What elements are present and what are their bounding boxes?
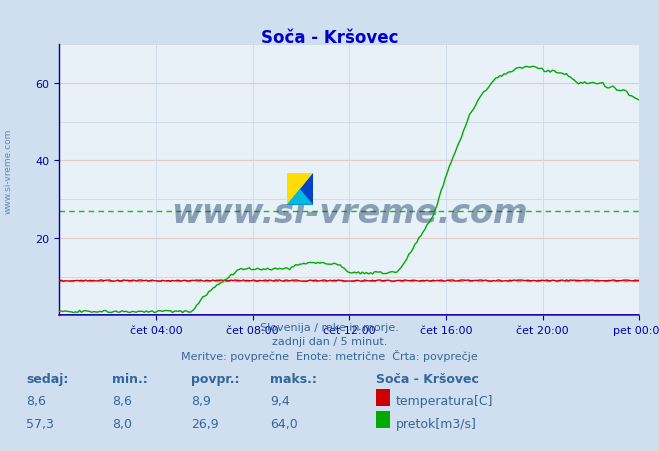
Text: 64,0: 64,0 — [270, 417, 298, 430]
Text: 57,3: 57,3 — [26, 417, 54, 430]
Text: 8,9: 8,9 — [191, 395, 211, 408]
Text: min.:: min.: — [112, 372, 148, 385]
Text: Slovenija / reke in morje.: Slovenija / reke in morje. — [260, 322, 399, 332]
Polygon shape — [287, 189, 313, 205]
Text: 8,6: 8,6 — [112, 395, 132, 408]
Text: www.si-vreme.com: www.si-vreme.com — [3, 129, 13, 214]
Text: 9,4: 9,4 — [270, 395, 290, 408]
Text: Soča - Kršovec: Soča - Kršovec — [261, 29, 398, 47]
Text: zadnji dan / 5 minut.: zadnji dan / 5 minut. — [272, 336, 387, 346]
Text: sedaj:: sedaj: — [26, 372, 69, 385]
Text: 26,9: 26,9 — [191, 417, 219, 430]
Polygon shape — [287, 174, 313, 205]
Text: Soča - Kršovec: Soča - Kršovec — [376, 372, 478, 385]
Text: povpr.:: povpr.: — [191, 372, 240, 385]
Text: temperatura[C]: temperatura[C] — [395, 395, 493, 408]
Polygon shape — [287, 174, 313, 205]
Text: maks.:: maks.: — [270, 372, 317, 385]
Text: pretok[m3/s]: pretok[m3/s] — [395, 417, 476, 430]
Text: www.si-vreme.com: www.si-vreme.com — [171, 196, 528, 230]
Text: 8,6: 8,6 — [26, 395, 46, 408]
Text: Meritve: povprečne  Enote: metrične  Črta: povprečje: Meritve: povprečne Enote: metrične Črta:… — [181, 350, 478, 362]
Text: 8,0: 8,0 — [112, 417, 132, 430]
